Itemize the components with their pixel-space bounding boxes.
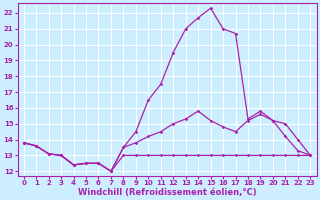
X-axis label: Windchill (Refroidissement éolien,°C): Windchill (Refroidissement éolien,°C): [78, 188, 256, 197]
